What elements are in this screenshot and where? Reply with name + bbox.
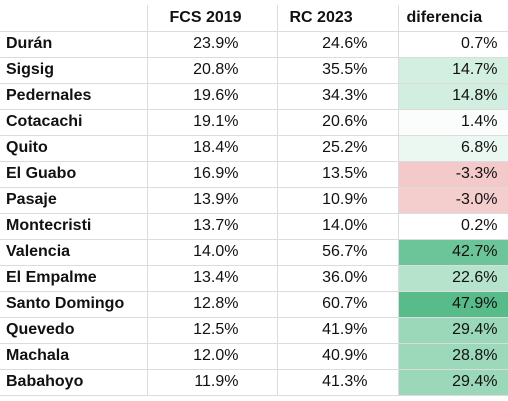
cell-name[interactable]: Pasaje [0, 187, 148, 214]
cell-name[interactable]: Cotacachi [0, 109, 148, 136]
header-row: FCS 2019 RC 2023 diferencia [0, 5, 508, 32]
cell-rc-2023[interactable]: 35.5% [277, 57, 399, 84]
cell-diferencia[interactable]: 14.8% [398, 83, 508, 110]
cell-diferencia[interactable]: -3.3% [398, 161, 508, 188]
table-row: Pedernales 19.6% 34.3% 14.8% [0, 83, 508, 110]
table-row: Babahoyo 11.9% 41.3% 29.4% [0, 369, 508, 396]
table-row: Pasaje 13.9% 10.9% -3.0% [0, 187, 508, 214]
cell-rc-2023[interactable]: 56.7% [277, 239, 399, 266]
cell-diferencia[interactable]: -3.0% [398, 187, 508, 214]
cell-name[interactable]: Montecristi [0, 213, 148, 240]
table-row: El Empalme 13.4% 36.0% 22.6% [0, 265, 508, 292]
cell-rc-2023[interactable]: 34.3% [277, 83, 399, 110]
cell-fcs-2019[interactable]: 23.9% [147, 31, 278, 58]
cell-rc-2023[interactable]: 20.6% [277, 109, 399, 136]
cell-fcs-2019[interactable]: 12.8% [147, 291, 278, 318]
table-row: Quevedo 12.5% 41.9% 29.4% [0, 317, 508, 344]
cell-diferencia[interactable]: 6.8% [398, 135, 508, 162]
cell-rc-2023[interactable]: 25.2% [277, 135, 399, 162]
cell-diferencia[interactable]: 42.7% [398, 239, 508, 266]
cell-name[interactable]: El Empalme [0, 265, 148, 292]
cell-rc-2023[interactable]: 40.9% [277, 343, 399, 370]
cell-fcs-2019[interactable]: 16.9% [147, 161, 278, 188]
table-row: Cotacachi 19.1% 20.6% 1.4% [0, 109, 508, 136]
cell-fcs-2019[interactable]: 13.4% [147, 265, 278, 292]
comparison-table: FCS 2019 RC 2023 diferencia Durán 23.9% 24… [0, 5, 508, 396]
cell-rc-2023[interactable]: 10.9% [277, 187, 399, 214]
cell-name[interactable]: Durán [0, 31, 148, 58]
cell-fcs-2019[interactable]: 11.9% [147, 369, 278, 396]
cell-rc-2023[interactable]: 13.5% [277, 161, 399, 188]
cell-rc-2023[interactable]: 41.9% [277, 317, 399, 344]
cell-diferencia[interactable]: 0.7% [398, 31, 508, 58]
cell-name[interactable]: Santo Domingo [0, 291, 148, 318]
header-cell-name[interactable] [0, 5, 148, 32]
table-row: Sigsig 20.8% 35.5% 14.7% [0, 57, 508, 84]
header-cell-fcs-2019[interactable]: FCS 2019 [147, 5, 278, 32]
cell-name[interactable]: Pedernales [0, 83, 148, 110]
cell-fcs-2019[interactable]: 18.4% [147, 135, 278, 162]
cell-fcs-2019[interactable]: 19.1% [147, 109, 278, 136]
cell-diferencia[interactable]: 14.7% [398, 57, 508, 84]
cell-fcs-2019[interactable]: 13.9% [147, 187, 278, 214]
cell-name[interactable]: Babahoyo [0, 369, 148, 396]
cell-diferencia[interactable]: 0.2% [398, 213, 508, 240]
table-row: Machala 12.0% 40.9% 28.8% [0, 343, 508, 370]
table-row: Durán 23.9% 24.6% 0.7% [0, 31, 508, 58]
table-row: Quito 18.4% 25.2% 6.8% [0, 135, 508, 162]
cell-rc-2023[interactable]: 41.3% [277, 369, 399, 396]
cell-name[interactable]: Quito [0, 135, 148, 162]
cell-fcs-2019[interactable]: 14.0% [147, 239, 278, 266]
cell-fcs-2019[interactable]: 12.0% [147, 343, 278, 370]
table-row: Valencia 14.0% 56.7% 42.7% [0, 239, 508, 266]
table-body: Durán 23.9% 24.6% 0.7% Sigsig 20.8% 35.5% 14.7%… [0, 31, 508, 396]
cell-diferencia[interactable]: 47.9% [398, 291, 508, 318]
cell-rc-2023[interactable]: 14.0% [277, 213, 399, 240]
cell-diferencia[interactable]: 28.8% [398, 343, 508, 370]
cell-name[interactable]: Quevedo [0, 317, 148, 344]
table-row: Montecristi 13.7% 14.0% 0.2% [0, 213, 508, 240]
cell-rc-2023[interactable]: 60.7% [277, 291, 399, 318]
cell-rc-2023[interactable]: 36.0% [277, 265, 399, 292]
table-row: El Guabo 16.9% 13.5% -3.3% [0, 161, 508, 188]
header-cell-rc-2023[interactable]: RC 2023 [277, 5, 399, 32]
cell-fcs-2019[interactable]: 19.6% [147, 83, 278, 110]
cell-name[interactable]: Machala [0, 343, 148, 370]
cell-diferencia[interactable]: 1.4% [398, 109, 508, 136]
cell-rc-2023[interactable]: 24.6% [277, 31, 399, 58]
cell-fcs-2019[interactable]: 20.8% [147, 57, 278, 84]
cell-diferencia[interactable]: 22.6% [398, 265, 508, 292]
cell-name[interactable]: Valencia [0, 239, 148, 266]
cell-name[interactable]: Sigsig [0, 57, 148, 84]
cell-diferencia[interactable]: 29.4% [398, 369, 508, 396]
cell-name[interactable]: El Guabo [0, 161, 148, 188]
table-row: Santo Domingo 12.8% 60.7% 47.9% [0, 291, 508, 318]
cell-diferencia[interactable]: 29.4% [398, 317, 508, 344]
header-cell-diferencia[interactable]: diferencia [398, 5, 508, 32]
cell-fcs-2019[interactable]: 13.7% [147, 213, 278, 240]
cell-fcs-2019[interactable]: 12.5% [147, 317, 278, 344]
